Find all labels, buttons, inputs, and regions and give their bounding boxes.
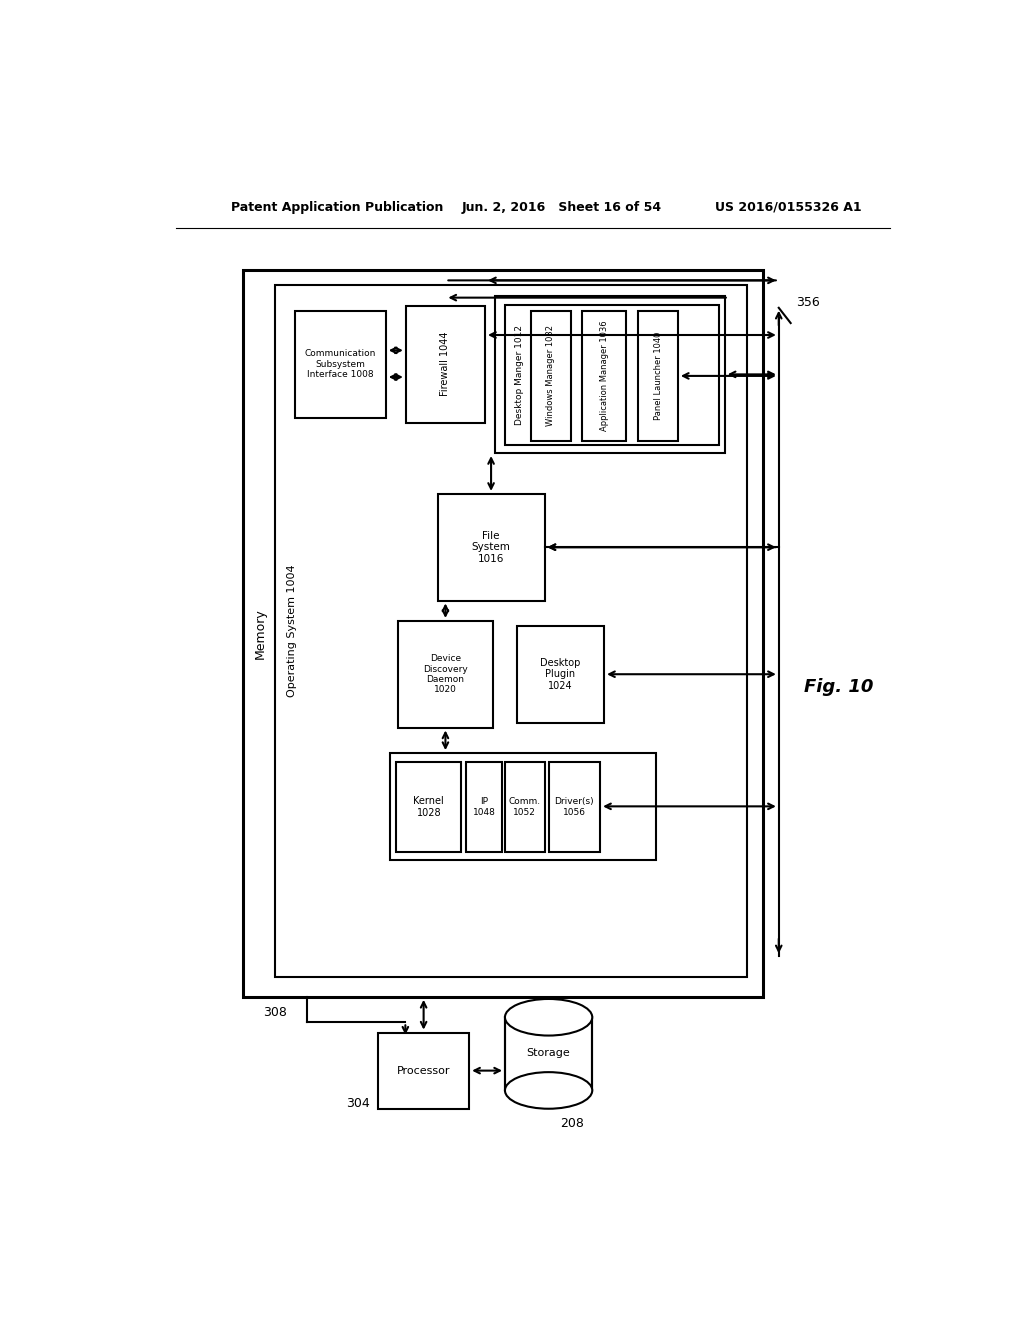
Text: Storage: Storage — [526, 1048, 570, 1057]
Text: Desktop
Plugin
1024: Desktop Plugin 1024 — [541, 657, 581, 690]
Bar — [397, 620, 494, 727]
Bar — [274, 285, 748, 977]
Text: Application Manager 1036: Application Manager 1036 — [600, 321, 608, 432]
Bar — [390, 752, 655, 859]
Text: 304: 304 — [346, 1097, 370, 1110]
Text: File
System
1016: File System 1016 — [472, 531, 511, 564]
Bar — [378, 1032, 469, 1109]
Text: 308: 308 — [263, 1006, 287, 1019]
Text: Device
Discovery
Daemon
1020: Device Discovery Daemon 1020 — [423, 655, 468, 694]
Ellipse shape — [505, 999, 592, 1036]
Text: Kernel
1028: Kernel 1028 — [414, 796, 444, 817]
Text: 356: 356 — [797, 296, 820, 309]
Bar — [505, 762, 545, 851]
Bar — [466, 762, 502, 851]
Text: Communication
Subsystem
Interface 1008: Communication Subsystem Interface 1008 — [304, 350, 376, 379]
Bar — [582, 312, 627, 441]
Text: Windows Manager 1032: Windows Manager 1032 — [547, 326, 555, 426]
Bar — [437, 494, 545, 601]
Bar — [517, 626, 604, 722]
Bar — [495, 296, 725, 453]
Text: Processor: Processor — [397, 1065, 451, 1076]
Text: Desktop Manger 1012: Desktop Manger 1012 — [515, 325, 523, 425]
Bar — [396, 762, 461, 851]
Bar — [549, 762, 600, 851]
Bar — [406, 306, 485, 422]
Text: Driver(s)
1056: Driver(s) 1056 — [555, 797, 594, 817]
Text: Patent Application Publication: Patent Application Publication — [231, 201, 443, 214]
Bar — [243, 271, 763, 997]
Text: Comm.
1052: Comm. 1052 — [509, 797, 541, 817]
Text: Operating System 1004: Operating System 1004 — [288, 565, 297, 697]
Bar — [531, 312, 570, 441]
Text: Jun. 2, 2016   Sheet 16 of 54: Jun. 2, 2016 Sheet 16 of 54 — [461, 201, 662, 214]
Ellipse shape — [505, 1072, 592, 1109]
Text: Memory: Memory — [254, 609, 267, 659]
Text: IP
1048: IP 1048 — [472, 797, 496, 817]
Text: US 2016/0155326 A1: US 2016/0155326 A1 — [715, 201, 862, 214]
Text: 208: 208 — [560, 1118, 585, 1130]
Text: Panel Launcher 1040: Panel Launcher 1040 — [653, 331, 663, 420]
Bar — [295, 312, 386, 417]
Text: Firewall 1044: Firewall 1044 — [440, 331, 451, 396]
Bar — [505, 305, 719, 445]
Bar — [505, 1018, 592, 1090]
Bar — [638, 312, 678, 441]
Text: Fig. 10: Fig. 10 — [804, 678, 872, 696]
